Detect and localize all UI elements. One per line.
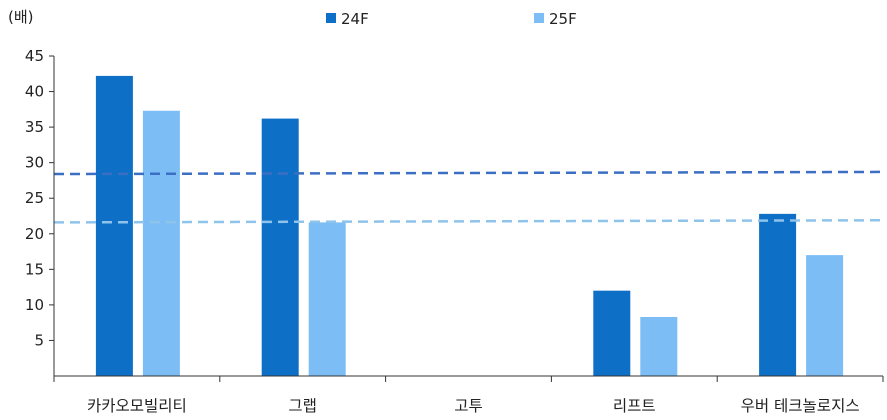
bar-24f (95, 75, 133, 377)
reference-lines (53, 170, 884, 224)
reference-line-1 (53, 170, 884, 176)
bar-24f (593, 290, 631, 376)
legend-label-24f: 24F (341, 10, 369, 28)
y-tick-label: 20 (25, 225, 44, 243)
y-tick-label: 25 (25, 189, 44, 207)
legend-label-25f: 25F (549, 10, 577, 28)
x-category-label: 카카오모빌리티 (87, 397, 187, 415)
bar-24f (759, 213, 797, 376)
y-tick-label: 40 (25, 83, 44, 101)
x-axis-labels: 카카오모빌리티 그랩 고투 리프트 우버 테크놀로지스 (87, 397, 860, 415)
y-axis-unit-label: (배) (8, 8, 34, 26)
x-category-label: 그랩 (288, 397, 317, 415)
bar-24f (261, 118, 299, 377)
y-tick-label: 45 (25, 47, 44, 65)
y-axis: 5 10 15 20 25 30 35 40 45 (25, 47, 54, 349)
bars (95, 75, 844, 377)
reference-line-2 (53, 219, 884, 224)
y-tick-label: 30 (25, 154, 44, 172)
y-tick-label: 15 (25, 260, 44, 278)
legend-swatch-25f (534, 13, 544, 23)
x-category-label: 우버 테크놀로지스 (741, 397, 860, 415)
axes (53, 56, 884, 382)
bar-25f (308, 222, 346, 376)
bar-25f (142, 110, 180, 376)
y-tick-label: 5 (34, 331, 44, 349)
x-category-label: 리프트 (613, 397, 656, 415)
y-tick-label: 35 (25, 118, 44, 136)
bar-25f (806, 255, 844, 376)
legend-swatch-24f (326, 13, 336, 23)
bar-25f (640, 316, 678, 376)
x-category-label: 고투 (454, 397, 483, 415)
y-tick-label: 10 (25, 296, 44, 314)
legend: 24F 25F (326, 10, 577, 28)
